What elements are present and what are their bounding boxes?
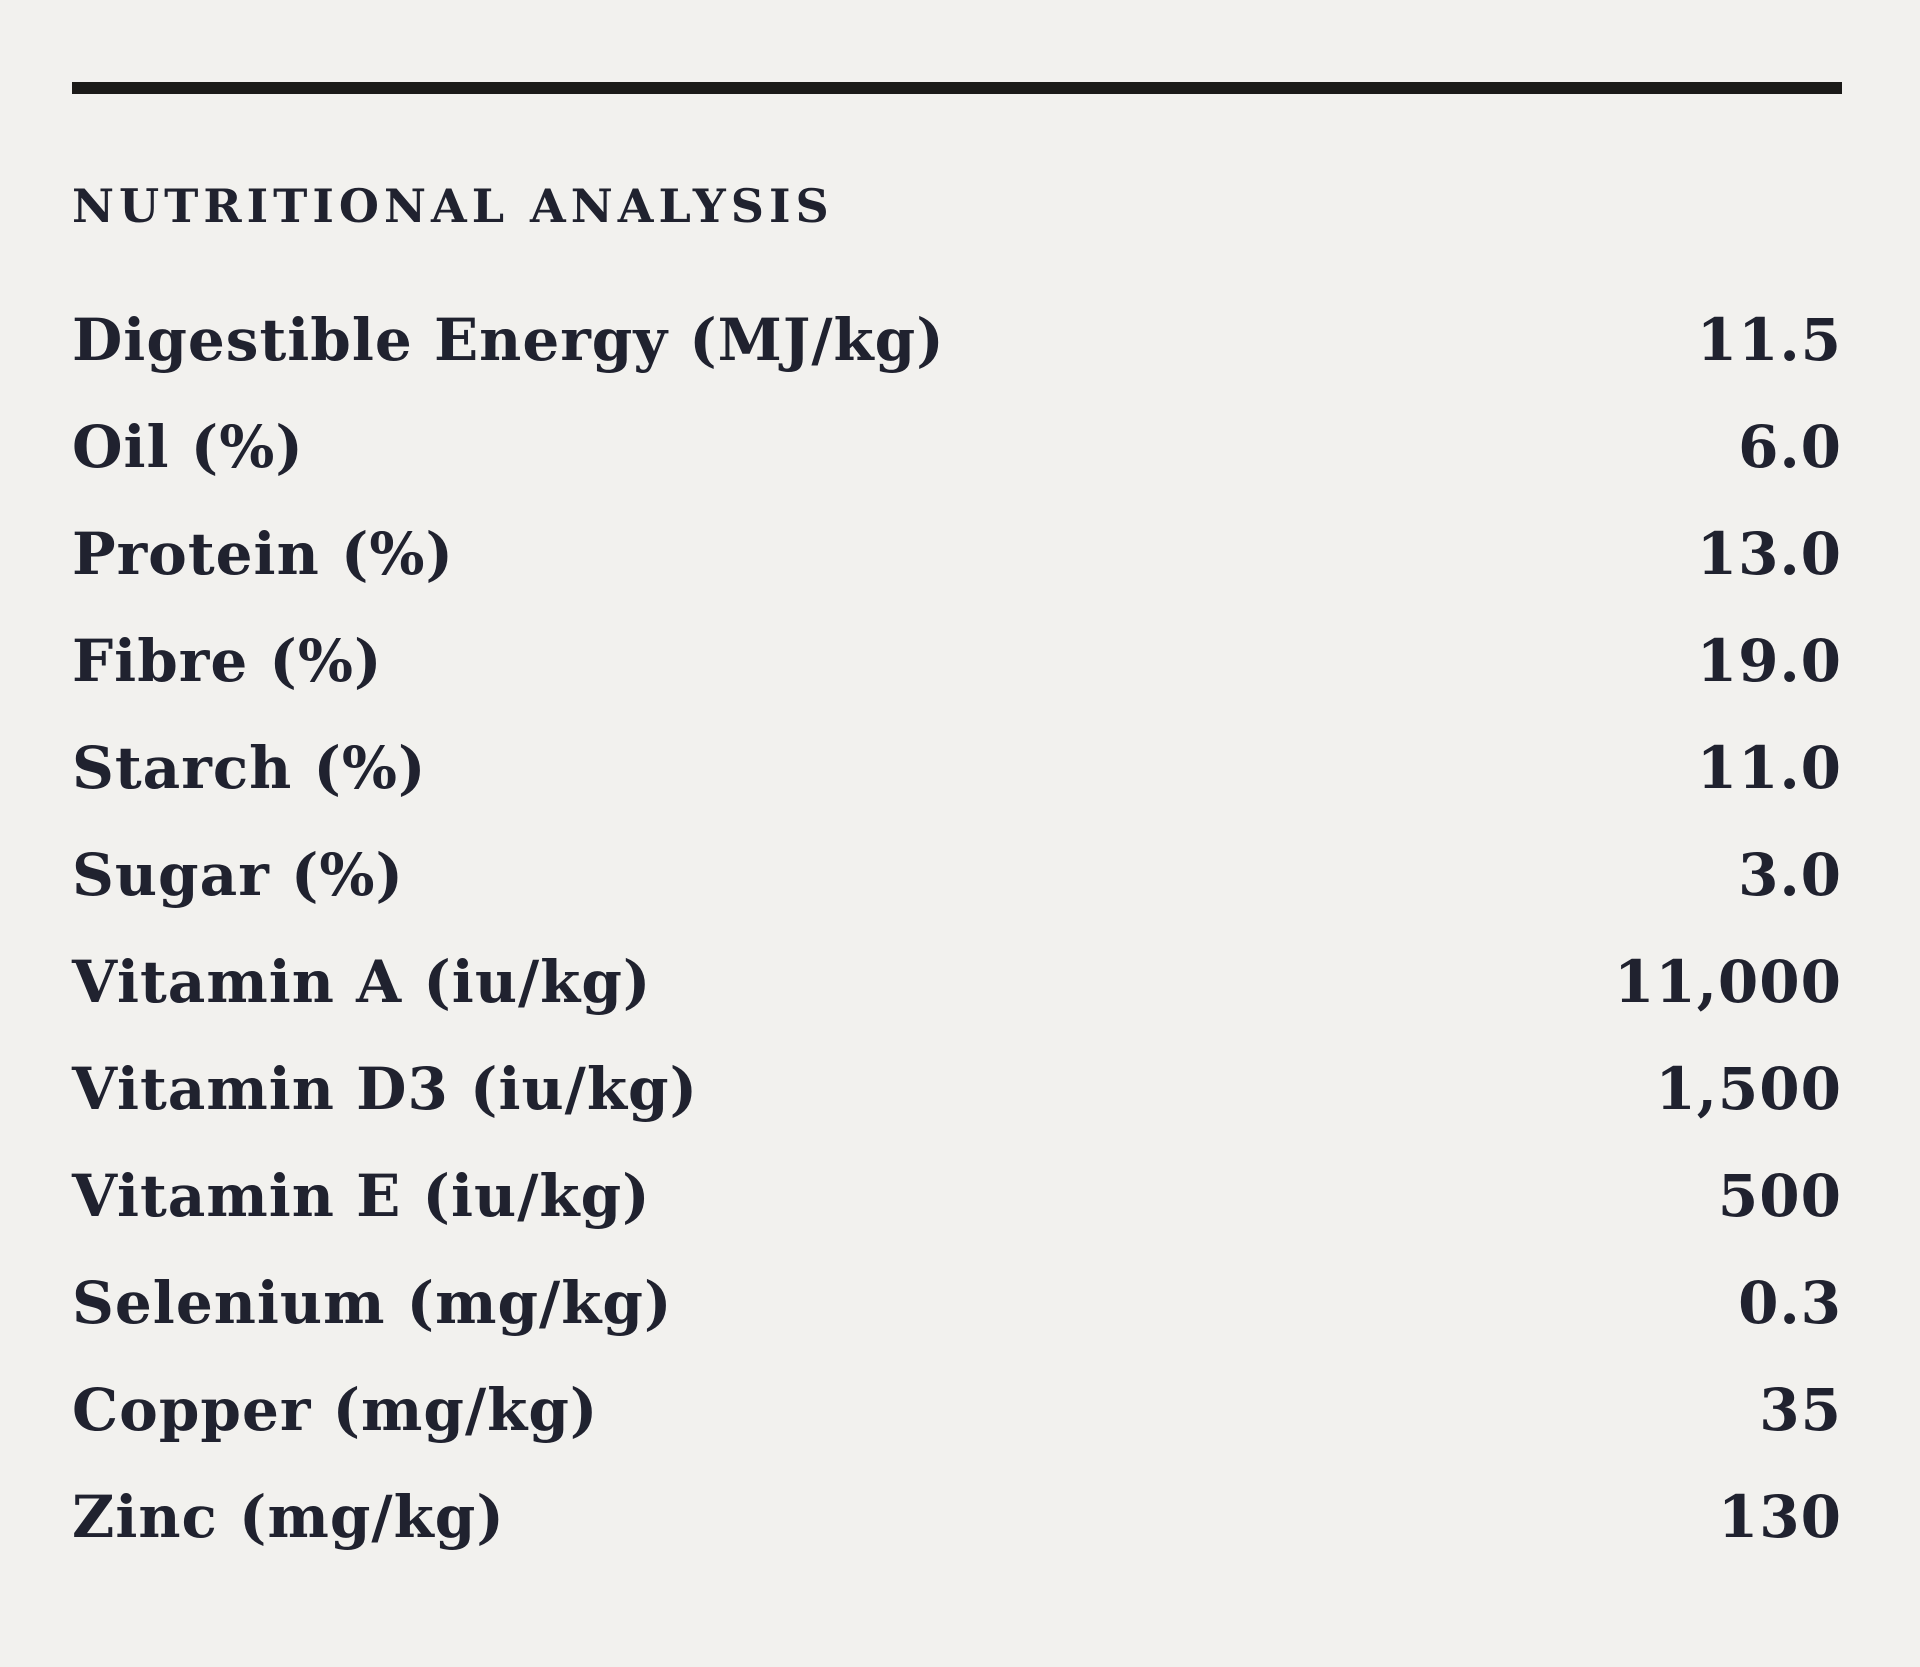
row-value: 11.5 — [1696, 306, 1842, 375]
row-label: Vitamin A (iu/kg) — [72, 948, 652, 1017]
row-label: Sugar (%) — [72, 841, 404, 910]
row-label: Starch (%) — [72, 734, 427, 803]
row-value: 130 — [1717, 1483, 1842, 1552]
row-value: 0.3 — [1738, 1269, 1842, 1338]
table-row: Vitamin E (iu/kg) 500 — [72, 1143, 1842, 1250]
table-row: Copper (mg/kg) 35 — [72, 1357, 1842, 1464]
table-row: Vitamin D3 (iu/kg) 1,500 — [72, 1036, 1842, 1143]
table-row: Zinc (mg/kg) 130 — [72, 1464, 1842, 1571]
table-row: Selenium (mg/kg) 0.3 — [72, 1250, 1842, 1357]
row-label: Copper (mg/kg) — [72, 1376, 599, 1445]
table-row: Protein (%) 13.0 — [72, 501, 1842, 608]
table-row: Starch (%) 11.0 — [72, 715, 1842, 822]
row-value: 35 — [1759, 1376, 1842, 1445]
row-label: Fibre (%) — [72, 627, 383, 696]
row-value: 19.0 — [1696, 627, 1842, 696]
row-label: Digestible Energy (MJ/kg) — [72, 306, 945, 375]
table-row: Oil (%) 6.0 — [72, 394, 1842, 501]
row-label: Zinc (mg/kg) — [72, 1483, 505, 1552]
row-value: 6.0 — [1738, 413, 1842, 482]
row-value: 1,500 — [1655, 1055, 1842, 1124]
table-row: Vitamin A (iu/kg) 11,000 — [72, 929, 1842, 1036]
section-title: NUTRITIONAL ANALYSIS — [72, 179, 834, 233]
table-row: Fibre (%) 19.0 — [72, 608, 1842, 715]
row-value: 500 — [1717, 1162, 1842, 1231]
row-label: Oil (%) — [72, 413, 304, 482]
row-label: Vitamin D3 (iu/kg) — [72, 1055, 699, 1124]
row-label: Vitamin E (iu/kg) — [72, 1162, 651, 1231]
row-label: Protein (%) — [72, 520, 454, 589]
row-value: 11.0 — [1696, 734, 1842, 803]
top-divider — [72, 82, 1842, 94]
row-label: Selenium (mg/kg) — [72, 1269, 673, 1338]
row-value: 11,000 — [1614, 948, 1842, 1017]
row-value: 3.0 — [1738, 841, 1842, 910]
table-row: Sugar (%) 3.0 — [72, 822, 1842, 929]
table-row: Digestible Energy (MJ/kg) 11.5 — [72, 287, 1842, 394]
nutrition-table: Digestible Energy (MJ/kg) 11.5 Oil (%) 6… — [72, 287, 1842, 1571]
row-value: 13.0 — [1696, 520, 1842, 589]
